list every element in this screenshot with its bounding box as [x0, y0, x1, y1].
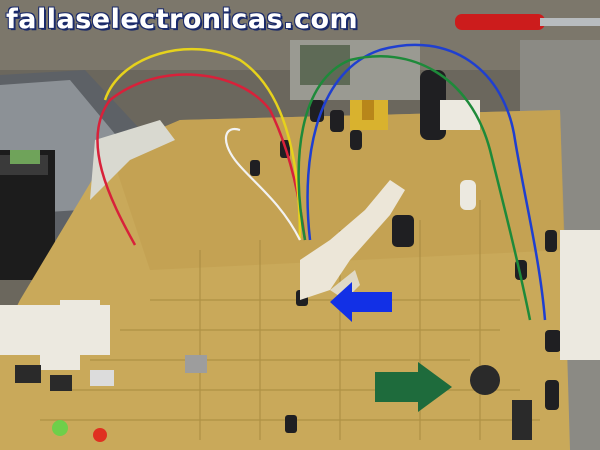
screwdriver: [455, 14, 600, 30]
blue-arrow: [330, 282, 392, 322]
white-wire: [224, 127, 301, 241]
site-watermark: fallaselectronicas.com: [6, 4, 359, 35]
capacitors: [250, 70, 561, 433]
green-led: [52, 420, 68, 436]
board-shade: [110, 110, 565, 270]
yellow-wire: [103, 47, 302, 241]
integrated-circuits: [15, 355, 532, 440]
red-led: [93, 428, 107, 442]
white-connectors: [0, 100, 600, 370]
green-arrow: [375, 362, 452, 412]
heatsink-bracket: [290, 40, 420, 100]
gray-ribbon-left: [90, 120, 175, 200]
blue-wire: [306, 43, 547, 321]
green-wire: [297, 55, 532, 321]
red-wire: [96, 73, 307, 246]
